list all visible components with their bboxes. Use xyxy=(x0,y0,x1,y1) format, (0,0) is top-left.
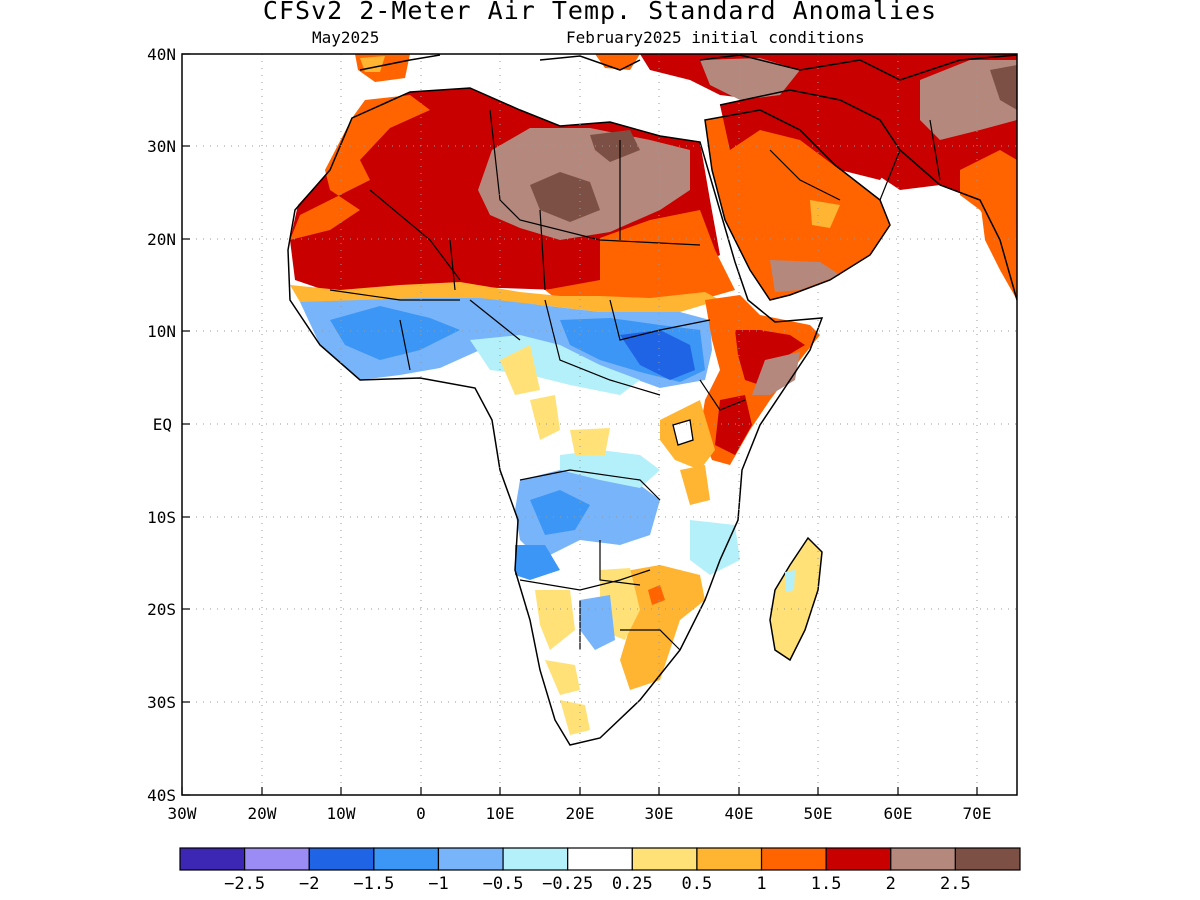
legend-swatch xyxy=(696,847,763,871)
legend-swatch xyxy=(890,847,956,871)
arabian-peninsula xyxy=(705,110,890,300)
lat-label: 40N xyxy=(147,45,176,64)
legend-label: 2 xyxy=(886,874,896,894)
lon-label: 40E xyxy=(725,804,754,823)
lon-label: 30E xyxy=(645,804,674,823)
legend-label: −1.5 xyxy=(353,874,394,894)
map-area xyxy=(182,54,1017,795)
legend-swatch xyxy=(437,847,504,871)
lat-label: 10N xyxy=(147,322,176,341)
legend-swatch xyxy=(567,847,633,871)
lon-label: 50E xyxy=(804,804,833,823)
legend-label: −2.5 xyxy=(224,874,265,894)
lon-label: 0 xyxy=(416,804,426,823)
madagascar xyxy=(769,536,823,662)
lat-label: 20N xyxy=(147,230,176,249)
lat-label: 10S xyxy=(147,508,176,527)
legend-swatch xyxy=(373,847,440,871)
legend-swatch xyxy=(308,847,375,871)
lon-label: 60E xyxy=(884,804,913,823)
legend-label: 0.25 xyxy=(612,874,653,894)
legend-label: 1.5 xyxy=(811,874,842,894)
legend-swatch xyxy=(179,847,246,871)
lon-label: 10W xyxy=(327,804,356,823)
lon-label: 30W xyxy=(168,804,197,823)
lat-label: 40S xyxy=(147,786,176,805)
legend-swatch xyxy=(954,847,1021,871)
legend-swatch xyxy=(502,847,569,871)
lat-label: EQ xyxy=(153,415,172,434)
initial-conditions: February2025 initial conditions xyxy=(566,28,865,47)
lat-label: 30N xyxy=(147,137,176,156)
legend-label: 0.5 xyxy=(682,874,713,894)
anomaly-southern-africa xyxy=(620,565,705,690)
longitude-axis: 30W 20W 10W 0 10E 20E 30E 40E 50E 60E 70… xyxy=(168,787,992,823)
legend-label: −1 xyxy=(428,874,448,894)
legend-label: −0.25 xyxy=(542,874,593,894)
forecast-month: May2025 xyxy=(312,28,380,47)
map-title: CFSv2 2-Meter Air Temp. Standard Anomali… xyxy=(262,0,938,25)
lon-label: 20W xyxy=(248,804,277,823)
legend-swatch xyxy=(244,847,310,871)
legend-swatch xyxy=(825,847,892,871)
lon-label: 10E xyxy=(486,804,515,823)
legend-label: 1 xyxy=(756,874,766,894)
legend-label: −2 xyxy=(299,874,319,894)
country-borders xyxy=(329,109,941,651)
lat-label: 30S xyxy=(147,693,176,712)
legend-swatch xyxy=(760,847,827,871)
lon-label: 70E xyxy=(963,804,992,823)
lon-label: 20E xyxy=(566,804,595,823)
latitude-axis: 40N 30N 20N 10N EQ 10S 20S 30S 40S xyxy=(147,45,190,805)
color-legend: −2.5 −2 −1.5 −1 −0.5 −0.25 0.25 0.5 1 1.5 2 2.5 xyxy=(179,847,1021,894)
legend-label: −0.5 xyxy=(483,874,524,894)
legend-label: 2.5 xyxy=(940,874,971,894)
legend-swatch xyxy=(631,847,698,871)
lat-label: 20S xyxy=(147,600,176,619)
